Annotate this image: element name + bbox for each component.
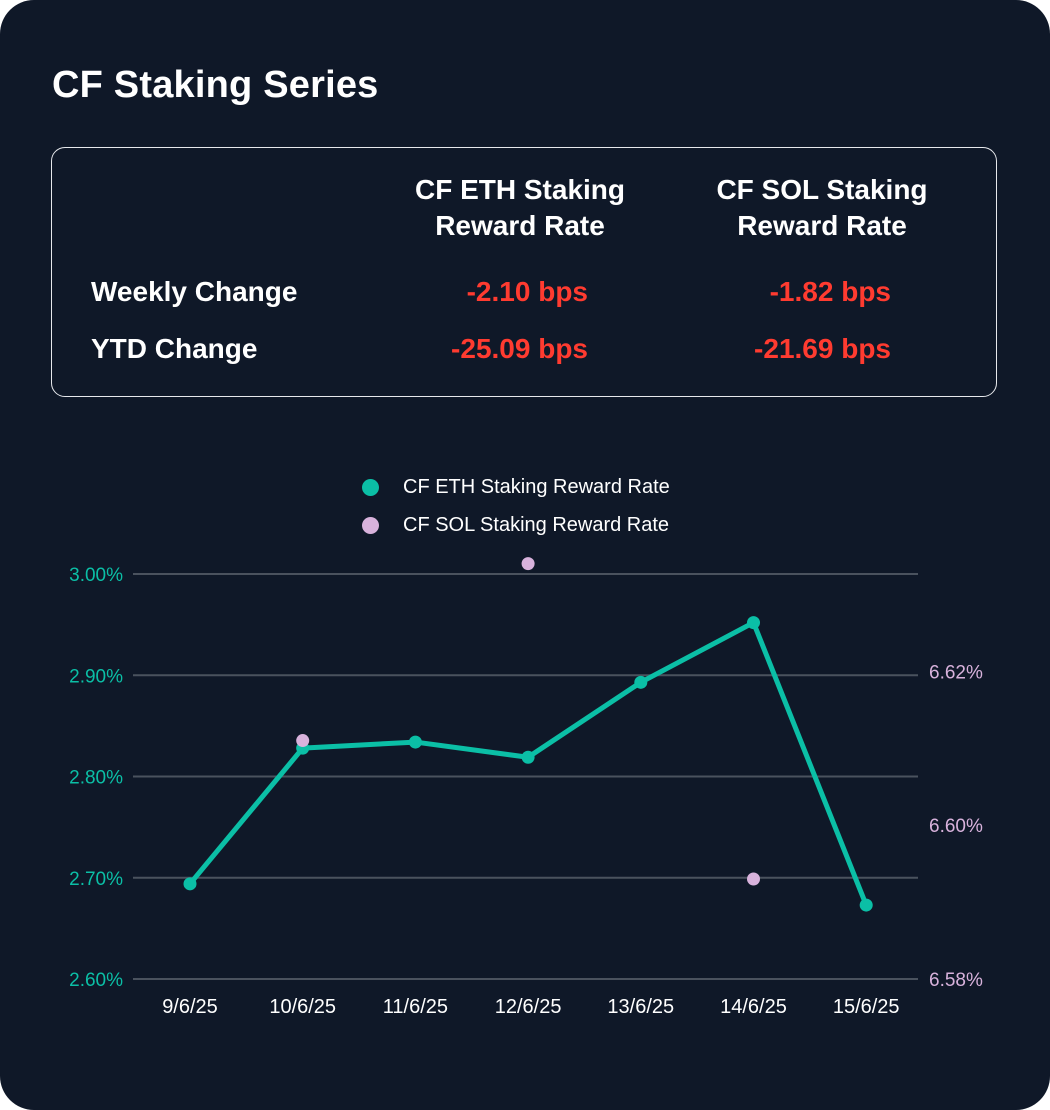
row-label-weekly: Weekly Change <box>91 276 298 307</box>
x-axis-tick-label: 12/6/25 <box>495 996 562 1018</box>
eth-series-line <box>187 620 869 908</box>
weekly-change-sol: -1.82 bps <box>769 276 891 307</box>
ytd-change-eth: -25.09 bps <box>451 333 588 364</box>
left-axis-tick-label: 3.00% <box>69 565 123 586</box>
legend-label-sol: CF SOL Staking Reward Rate <box>403 513 670 536</box>
x-axis-tick-label: 9/6/25 <box>162 996 218 1018</box>
x-axis-tick-label: 13/6/25 <box>607 996 674 1018</box>
x-axis-tick-label: 11/6/25 <box>383 996 448 1018</box>
summary-table: CF ETH Staking Reward Rate CF SOL Stakin… <box>51 147 997 397</box>
left-axis-tick-label: 2.70% <box>69 869 123 890</box>
line-chart: 3.00%2.90%2.80%2.70%2.60%6.64%6.62%6.60%… <box>69 557 983 1018</box>
right-axis-tick-label: 6.58% <box>929 970 983 991</box>
eth-data-point <box>859 898 873 912</box>
right-axis-tick-label: 6.62% <box>929 662 983 683</box>
eth-data-point <box>183 877 197 891</box>
right-axis-tick-label: 6.60% <box>929 816 983 837</box>
sol-data-point <box>521 557 535 571</box>
chart-legend: CF ETH Staking Reward Rate CF SOL Stakin… <box>362 468 670 544</box>
column-header-sol: CF SOL Staking Reward Rate <box>682 172 962 244</box>
ytd-change-sol: -21.69 bps <box>754 333 891 364</box>
column-header-eth-line1: CF ETH Staking <box>414 174 625 205</box>
sol-data-point <box>747 872 760 886</box>
column-header-sol-line1: CF SOL Staking <box>716 174 928 205</box>
row-label-ytd: YTD Change <box>91 333 258 364</box>
column-header-eth: CF ETH Staking Reward Rate <box>380 172 660 244</box>
legend-item-sol: CF SOL Staking Reward Rate <box>362 506 670 544</box>
eth-data-point <box>521 750 535 764</box>
eth-data-point <box>634 675 648 689</box>
eth-data-point <box>747 616 760 630</box>
x-axis-tick-label: 15/6/25 <box>833 996 900 1018</box>
weekly-change-eth: -2.10 bps <box>466 276 588 307</box>
left-axis-tick-label: 2.90% <box>69 666 123 687</box>
legend-marker-eth <box>362 478 379 496</box>
left-axis-tick-label: 2.80% <box>69 768 123 789</box>
legend-label-eth: CF ETH Staking Reward Rate <box>403 475 670 498</box>
sol-data-point <box>296 734 310 748</box>
page-title: CF Staking Series <box>52 64 379 106</box>
legend-marker-sol <box>362 516 379 534</box>
column-header-sol-line2: Reward Rate <box>737 210 907 241</box>
column-header-eth-line2: Reward Rate <box>435 210 605 241</box>
legend-item-eth: CF ETH Staking Reward Rate <box>362 468 670 506</box>
x-axis-tick-label: 14/6/25 <box>720 996 787 1018</box>
left-axis-tick-label: 2.60% <box>69 970 123 991</box>
x-axis-tick-label: 10/6/25 <box>269 996 336 1018</box>
eth-data-point <box>408 735 422 749</box>
